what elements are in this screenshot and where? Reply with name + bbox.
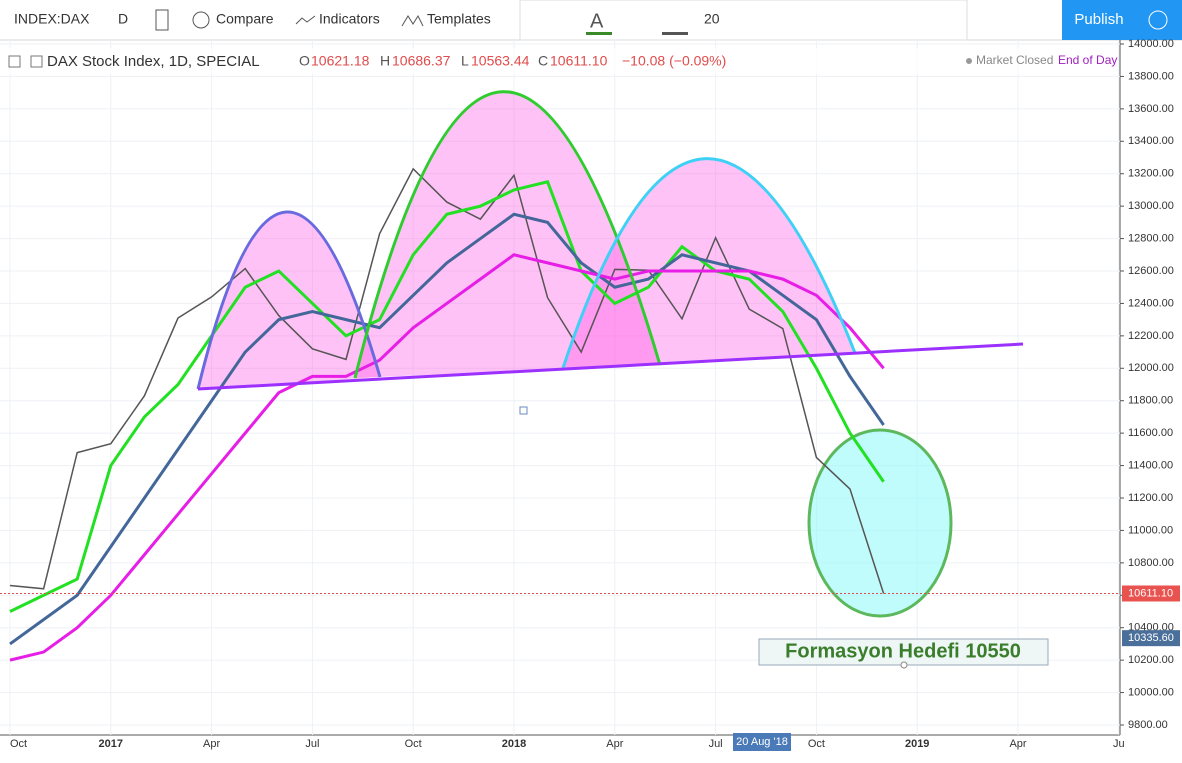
x-tick-label: Jul bbox=[709, 738, 723, 750]
y-tick-label: 11400.00 bbox=[1128, 459, 1173, 471]
head-fill bbox=[355, 91, 660, 378]
x-tick-label: 2017 bbox=[99, 738, 123, 750]
symbol[interactable]: INDEX:DAX bbox=[14, 11, 90, 27]
y-tick-label: 11800.00 bbox=[1128, 395, 1173, 407]
text-color[interactable] bbox=[586, 32, 612, 35]
x-tick-label: Jul bbox=[305, 738, 319, 750]
line-width[interactable]: 20 bbox=[704, 11, 720, 27]
crosshair-label: 20 Aug '18 bbox=[736, 736, 788, 748]
y-tick-label: 13800.00 bbox=[1128, 70, 1174, 82]
x-tick-label: Oct bbox=[405, 738, 422, 750]
x-tick-label: Ju bbox=[1113, 738, 1125, 750]
y-tick-label: 12600.00 bbox=[1128, 265, 1174, 277]
status-dot bbox=[966, 58, 972, 64]
indicators-icon[interactable] bbox=[295, 15, 316, 25]
legend-bg bbox=[0, 48, 1118, 74]
y-tick-label: 11000.00 bbox=[1128, 524, 1173, 536]
price-tag bbox=[1122, 630, 1180, 647]
annotation[interactable]: Formasyon Hedefi 10550 bbox=[785, 640, 1021, 662]
y-tick-label: 12000.00 bbox=[1128, 362, 1174, 374]
x-tick-label: Oct bbox=[808, 738, 825, 750]
x-tick-label: Apr bbox=[606, 738, 623, 750]
legend-collapse[interactable] bbox=[30, 55, 43, 68]
x-tick-label: Apr bbox=[203, 738, 220, 750]
low-label: L bbox=[461, 53, 469, 69]
y-tick-label: 10200.00 bbox=[1128, 654, 1174, 666]
y-tick-label: 13000.00 bbox=[1128, 200, 1174, 212]
y-tick-label: 11600.00 bbox=[1128, 427, 1173, 439]
last-price-label: 10611.10 bbox=[1128, 587, 1173, 599]
open: 10621.18 bbox=[311, 53, 370, 69]
close-label: C bbox=[538, 53, 548, 69]
open-label: O bbox=[299, 53, 310, 69]
annotation-handle bbox=[900, 661, 908, 669]
x-tick-label: 2018 bbox=[502, 738, 526, 750]
y-tick-label: 12800.00 bbox=[1128, 232, 1174, 244]
compare[interactable]: Compare bbox=[216, 11, 274, 27]
templates-icon[interactable] bbox=[401, 14, 424, 27]
x-tick-label: Apr bbox=[1009, 738, 1026, 750]
text-color-icon[interactable]: A bbox=[590, 10, 604, 32]
high-label: H bbox=[380, 53, 390, 69]
y-tick-label: 13600.00 bbox=[1128, 103, 1174, 115]
publish[interactable]: Publish bbox=[1074, 11, 1123, 28]
target-ellipse bbox=[807, 428, 953, 618]
compare-icon[interactable] bbox=[192, 11, 210, 29]
crosshair-label-bg bbox=[733, 733, 791, 751]
y-tick-label: 11200.00 bbox=[1128, 492, 1173, 504]
low: 10563.44 bbox=[471, 53, 530, 69]
legend-toggle[interactable] bbox=[8, 55, 21, 68]
y-tick-label: 12400.00 bbox=[1128, 297, 1174, 309]
line-color[interactable] bbox=[662, 32, 688, 35]
candle-icon[interactable] bbox=[155, 9, 169, 31]
y-tick-label: 12200.00 bbox=[1128, 330, 1174, 342]
legend-title: DAX Stock Index, 1D, SPECIAL bbox=[47, 53, 260, 70]
last-price-tag bbox=[1122, 585, 1180, 602]
close: 10611.10 bbox=[550, 53, 608, 69]
head-arc bbox=[353, 90, 662, 379]
replay-button[interactable] bbox=[1140, 0, 1182, 40]
series-line bbox=[9, 212, 885, 646]
price-tag-label: 10335.60 bbox=[1128, 632, 1174, 644]
change: −10.08 (−0.09%) bbox=[622, 53, 726, 69]
session: End of Day bbox=[1058, 53, 1117, 67]
y-tick-label: 9800.00 bbox=[1128, 719, 1168, 731]
anchor-handle bbox=[519, 406, 528, 415]
x-tick-label: 2019 bbox=[905, 738, 929, 750]
y-tick-label: 10000.00 bbox=[1128, 686, 1174, 698]
series-line bbox=[9, 167, 885, 594]
right-shoulder-arc bbox=[561, 157, 857, 369]
series-line bbox=[9, 253, 885, 662]
x-tick-label: Oct bbox=[10, 738, 27, 750]
series-line bbox=[9, 180, 885, 613]
indicators[interactable]: Indicators bbox=[319, 11, 380, 27]
high: 10686.37 bbox=[392, 53, 451, 69]
y-tick-label: 13400.00 bbox=[1128, 135, 1174, 147]
y-tick-label: 10800.00 bbox=[1128, 557, 1174, 569]
interval[interactable]: D bbox=[118, 11, 128, 27]
left-shoulder-arc bbox=[196, 210, 382, 390]
market-status: Market Closed bbox=[976, 53, 1053, 67]
neckline bbox=[197, 342, 1024, 391]
replay-icon bbox=[1148, 10, 1168, 30]
right-shoulder-fill bbox=[563, 158, 855, 368]
series bbox=[9, 167, 885, 662]
y-tick-label: 14000.00 bbox=[1128, 38, 1174, 50]
templates[interactable]: Templates bbox=[427, 11, 491, 27]
y-tick-label: 13200.00 bbox=[1128, 168, 1174, 180]
publish-button[interactable] bbox=[1062, 0, 1140, 40]
